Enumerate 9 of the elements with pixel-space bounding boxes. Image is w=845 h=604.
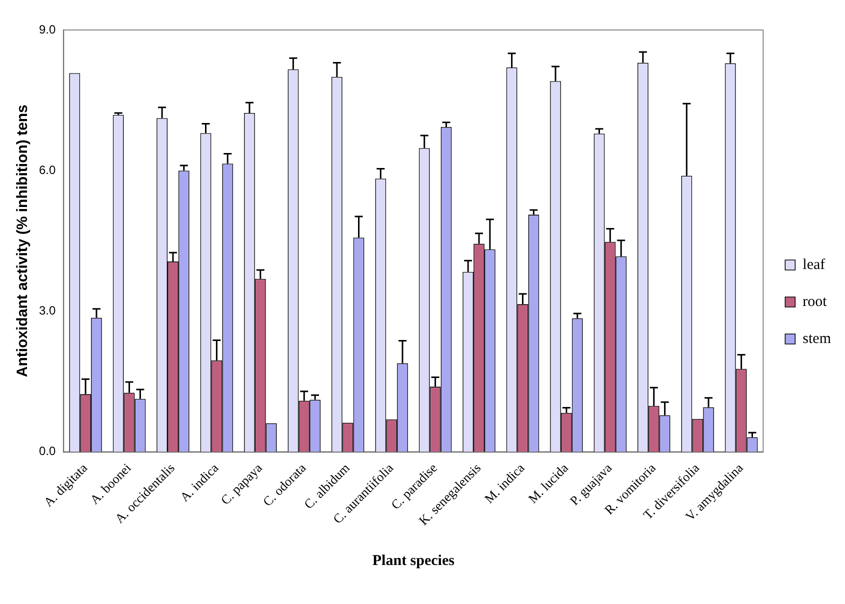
y-tick-label: 9.0 xyxy=(38,22,56,36)
x-axis-title: Plant species xyxy=(372,552,455,569)
legend-label: leaf xyxy=(802,256,826,273)
legend-label: stem xyxy=(802,330,832,347)
y-tick-label: 3.0 xyxy=(38,304,56,318)
y-axis-title: Antioxidant activity (% inhibition) tens xyxy=(14,104,32,378)
y-tick-label: 0.0 xyxy=(38,444,56,458)
legend-label: root xyxy=(802,294,828,310)
y-tick-label: 6.0 xyxy=(38,162,56,177)
